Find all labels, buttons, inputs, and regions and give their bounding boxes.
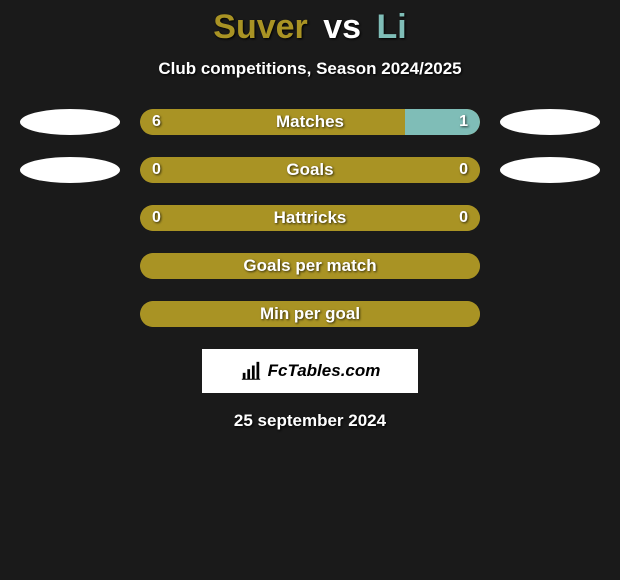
title: Suver vs Li <box>0 8 620 47</box>
comparison-infographic: Suver vs Li Club competitions, Season 20… <box>0 0 620 431</box>
stat-bar: 61Matches <box>140 109 480 135</box>
stat-row: 61Matches <box>0 109 620 135</box>
bar-segment-right <box>405 109 480 135</box>
player1-oval <box>20 109 120 135</box>
right-value: 1 <box>459 109 468 135</box>
player2-oval <box>500 109 600 135</box>
player1-oval <box>20 157 120 183</box>
bar-segment-left <box>140 301 480 327</box>
stat-row: Min per goal <box>0 301 620 327</box>
player2-name: Li <box>377 8 407 46</box>
vs-text: vs <box>323 8 361 46</box>
stat-row: Goals per match <box>0 253 620 279</box>
logo-box: FcTables.com <box>202 349 418 393</box>
bar-segment-left <box>140 205 480 231</box>
date-text: 25 september 2024 <box>0 411 620 431</box>
right-value: 0 <box>459 205 468 231</box>
stat-bar: 00Hattricks <box>140 205 480 231</box>
stat-bar: Min per goal <box>140 301 480 327</box>
left-value: 0 <box>152 205 161 231</box>
bar-segment-left <box>140 253 480 279</box>
stat-bar: Goals per match <box>140 253 480 279</box>
player1-name: Suver <box>213 8 308 46</box>
stat-rows: 61Matches00Goals00HattricksGoals per mat… <box>0 109 620 327</box>
logo-text: FcTables.com <box>268 361 381 381</box>
stat-row: 00Hattricks <box>0 205 620 231</box>
stat-bar: 00Goals <box>140 157 480 183</box>
bar-segment-left <box>140 109 405 135</box>
left-value: 0 <box>152 157 161 183</box>
subtitle: Club competitions, Season 2024/2025 <box>0 59 620 79</box>
bar-chart-icon <box>240 360 262 382</box>
player2-oval <box>500 157 600 183</box>
left-value: 6 <box>152 109 161 135</box>
stat-row: 00Goals <box>0 157 620 183</box>
bar-segment-left <box>140 157 480 183</box>
right-value: 0 <box>459 157 468 183</box>
